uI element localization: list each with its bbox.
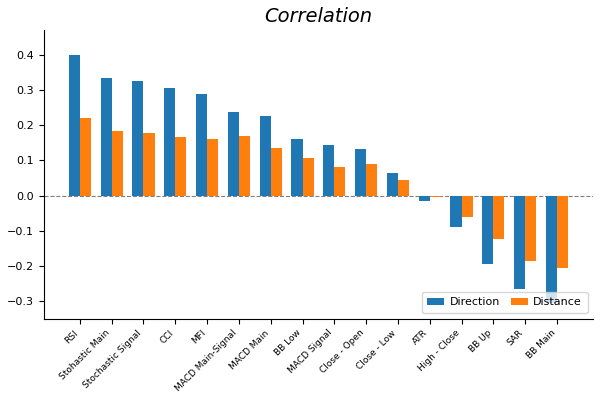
Bar — [228, 112, 239, 196]
Bar — [482, 196, 493, 264]
Bar — [143, 133, 155, 196]
Bar — [302, 158, 314, 196]
Bar — [557, 196, 568, 268]
Bar — [398, 180, 409, 196]
Title: Correlation: Correlation — [265, 7, 373, 26]
Bar — [260, 116, 271, 196]
Bar — [451, 196, 461, 227]
Bar — [525, 196, 536, 260]
Bar — [461, 196, 473, 217]
Bar — [80, 118, 91, 196]
Bar — [514, 196, 525, 289]
Bar — [101, 78, 112, 196]
Bar — [366, 164, 377, 196]
Bar — [69, 55, 80, 196]
Bar — [355, 149, 366, 196]
Bar — [196, 94, 207, 196]
Bar — [271, 148, 282, 196]
Bar — [292, 139, 302, 196]
Legend: Direction, Distance: Direction, Distance — [422, 292, 587, 313]
Bar — [546, 196, 557, 303]
Bar — [323, 144, 334, 196]
Bar — [493, 196, 505, 240]
Bar — [334, 167, 346, 196]
Bar — [133, 81, 143, 196]
Bar — [239, 136, 250, 196]
Bar — [112, 131, 123, 196]
Bar — [387, 173, 398, 196]
Bar — [164, 88, 175, 196]
Bar — [419, 196, 430, 201]
Bar — [430, 196, 441, 197]
Bar — [175, 137, 187, 196]
Bar — [207, 139, 218, 196]
